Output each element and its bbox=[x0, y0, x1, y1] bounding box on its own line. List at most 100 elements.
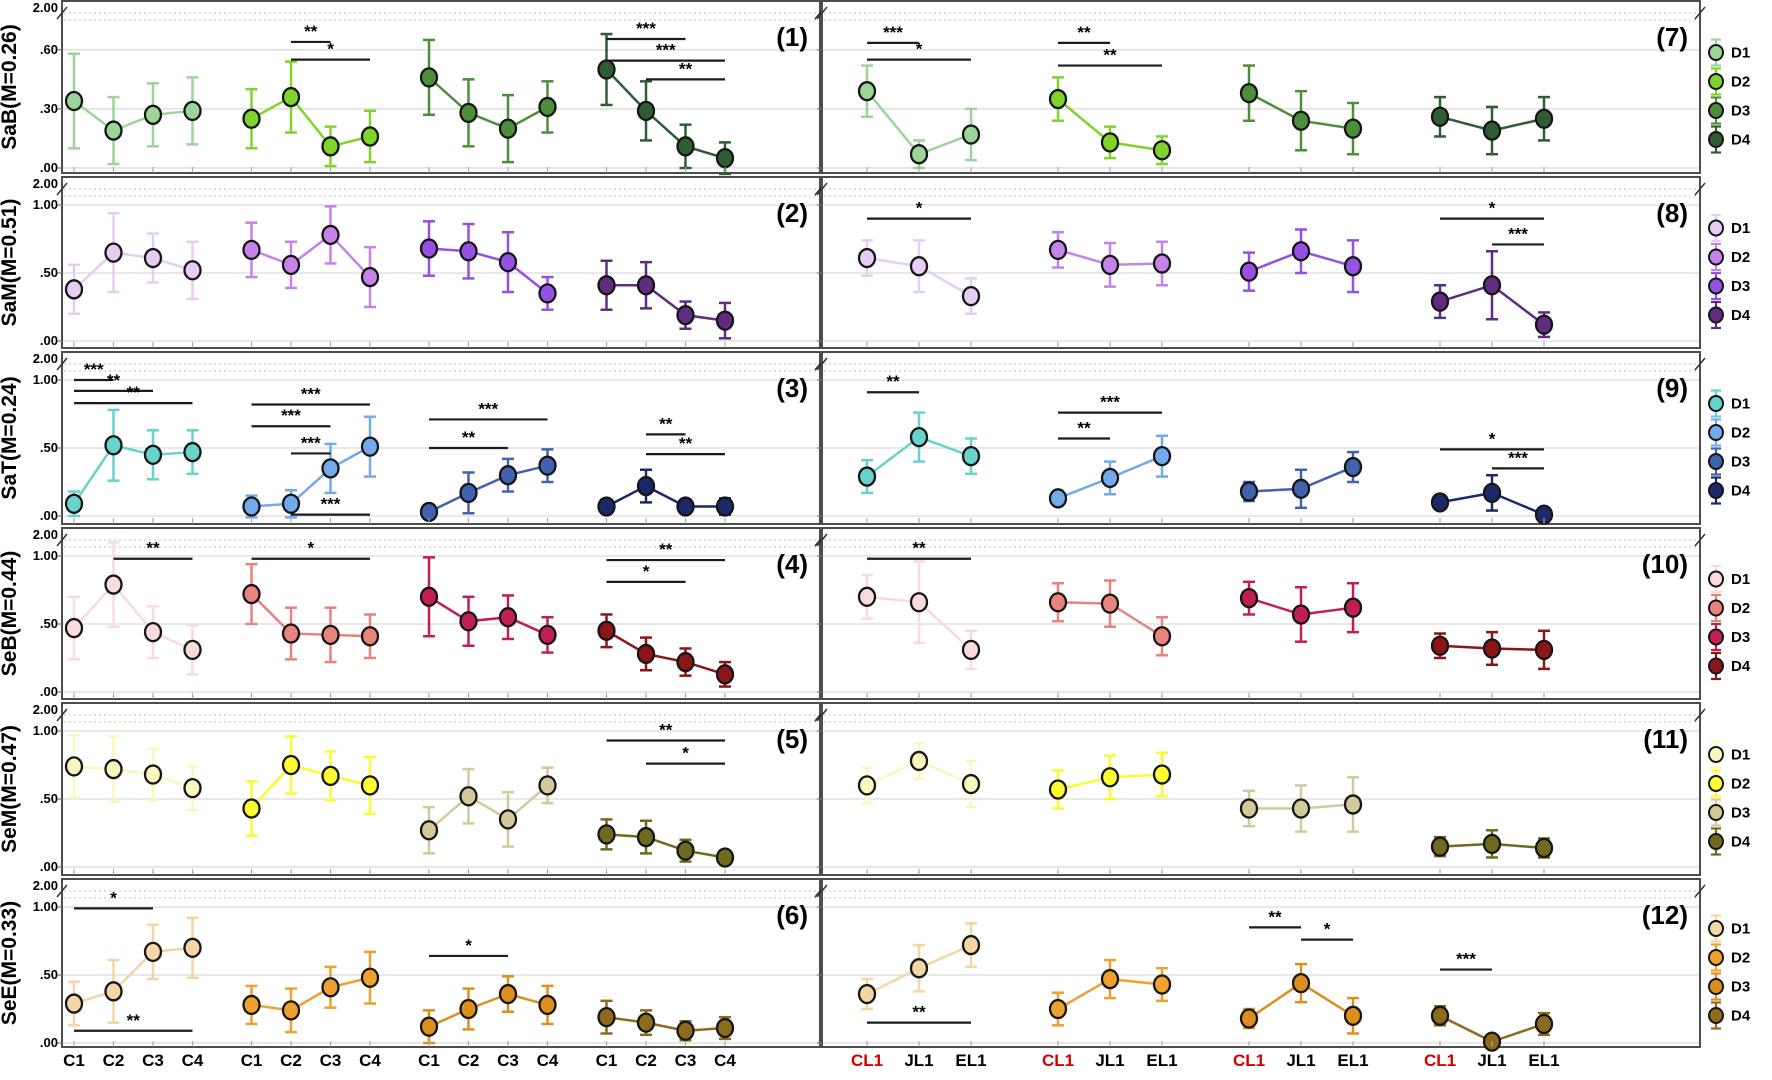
y-tick-label: .00 bbox=[40, 859, 58, 874]
y-tick-label: 1.00 bbox=[33, 197, 58, 212]
legend-label: D2 bbox=[1731, 776, 1750, 793]
data-point bbox=[281, 493, 301, 514]
panel-number: (8) bbox=[1656, 198, 1688, 228]
legend-marker bbox=[1708, 628, 1724, 646]
x-axis-label: C1 bbox=[241, 1051, 263, 1070]
series-D2: * bbox=[242, 539, 380, 699]
data-point bbox=[64, 993, 84, 1014]
data-point bbox=[715, 496, 735, 517]
significance-label: * bbox=[1489, 429, 1496, 448]
significance-label: *** bbox=[883, 23, 903, 42]
significance-label: ** bbox=[1268, 907, 1282, 926]
series-D1: **** bbox=[857, 23, 981, 173]
data-point bbox=[321, 977, 340, 998]
data-point bbox=[242, 583, 261, 605]
data-point bbox=[143, 764, 163, 785]
data-point bbox=[360, 436, 380, 457]
data-point bbox=[597, 1007, 616, 1028]
series-D4 bbox=[597, 999, 735, 1047]
legend-label: D3 bbox=[1731, 278, 1750, 295]
panel-11: (11) bbox=[816, 702, 1706, 876]
data-point bbox=[1152, 626, 1172, 647]
panel-number: (5) bbox=[776, 724, 808, 754]
significance-label: ** bbox=[679, 434, 693, 453]
legend-marker bbox=[1708, 599, 1724, 617]
data-point bbox=[281, 1000, 301, 1021]
series-D2: ** ** bbox=[1048, 23, 1172, 173]
panel-3: 1.00.50.002.00******* *******************… bbox=[33, 351, 826, 525]
legend-marker bbox=[1708, 131, 1724, 148]
data-point bbox=[281, 254, 301, 275]
series-D1: *** bbox=[64, 888, 202, 1047]
data-point bbox=[1291, 241, 1311, 262]
data-point bbox=[715, 147, 735, 169]
data-point bbox=[281, 754, 301, 776]
series-D4: **** bbox=[1430, 199, 1554, 348]
data-point bbox=[143, 444, 163, 465]
data-point bbox=[1048, 239, 1068, 261]
x-axis-label: C1 bbox=[418, 1051, 440, 1070]
data-point bbox=[360, 266, 380, 288]
data-point bbox=[1239, 82, 1259, 104]
panel-number: (6) bbox=[776, 900, 808, 930]
data-point bbox=[1048, 998, 1068, 1020]
series-line bbox=[428, 595, 549, 637]
data-point bbox=[1534, 504, 1554, 525]
series-line bbox=[72, 443, 193, 505]
series-D3: * bbox=[419, 936, 557, 1047]
legend-marker bbox=[1708, 920, 1724, 937]
legend-label: D1 bbox=[1731, 396, 1750, 413]
panel-number: (12) bbox=[1642, 900, 1688, 930]
data-point bbox=[64, 90, 84, 112]
data-point bbox=[961, 934, 981, 956]
row-axis-label: SaB(M=0.26) bbox=[0, 24, 21, 149]
series-line bbox=[428, 76, 549, 130]
series-D3 bbox=[1239, 64, 1363, 173]
data-point bbox=[242, 496, 261, 517]
series-D1: ** bbox=[64, 539, 202, 699]
series-line bbox=[251, 976, 371, 1012]
data-point bbox=[909, 144, 929, 165]
significance-label: * bbox=[327, 40, 334, 59]
legend-label: D3 bbox=[1731, 454, 1750, 471]
data-point bbox=[1152, 140, 1172, 161]
significance-label: *** bbox=[1508, 224, 1528, 243]
significance-label: *** bbox=[656, 41, 676, 60]
row-axis-label: SaT(M=0.24) bbox=[0, 376, 21, 499]
data-point bbox=[1343, 256, 1363, 277]
data-point bbox=[1291, 110, 1311, 131]
significance-label: ** bbox=[659, 540, 673, 559]
y-axis-break-label: 2.00 bbox=[33, 702, 58, 717]
series-line bbox=[606, 833, 726, 859]
legend-label: D4 bbox=[1731, 132, 1751, 149]
data-point bbox=[1430, 836, 1450, 857]
panel-number: (4) bbox=[776, 549, 808, 579]
legend-label: D4 bbox=[1731, 1008, 1751, 1025]
y-tick-label: .00 bbox=[40, 508, 58, 523]
legend-label: D1 bbox=[1731, 921, 1750, 938]
data-point bbox=[1291, 973, 1311, 994]
data-point bbox=[104, 981, 123, 1002]
panel-8: * ****(8) bbox=[816, 176, 1706, 349]
data-point bbox=[1239, 1008, 1259, 1029]
legend-marker bbox=[1708, 306, 1724, 324]
series-D2 bbox=[1048, 958, 1172, 1047]
data-point bbox=[1239, 261, 1259, 282]
significance-label: *** bbox=[1100, 393, 1120, 412]
legend-label: D4 bbox=[1731, 307, 1751, 324]
data-point bbox=[321, 624, 340, 646]
series-line bbox=[73, 582, 194, 651]
legend-marker bbox=[1708, 746, 1724, 763]
data-point bbox=[1152, 253, 1172, 274]
series-D1 bbox=[64, 52, 202, 173]
x-axis-label: JL1 bbox=[1095, 1051, 1124, 1070]
legend-label: D2 bbox=[1731, 600, 1750, 617]
data-point bbox=[498, 251, 518, 273]
data-point bbox=[1239, 798, 1259, 819]
data-point bbox=[419, 238, 439, 259]
data-point bbox=[538, 994, 557, 1016]
data-point bbox=[1430, 1005, 1450, 1026]
data-point bbox=[597, 59, 616, 80]
x-axis-label: EL1 bbox=[1337, 1051, 1368, 1070]
data-point bbox=[104, 758, 123, 780]
